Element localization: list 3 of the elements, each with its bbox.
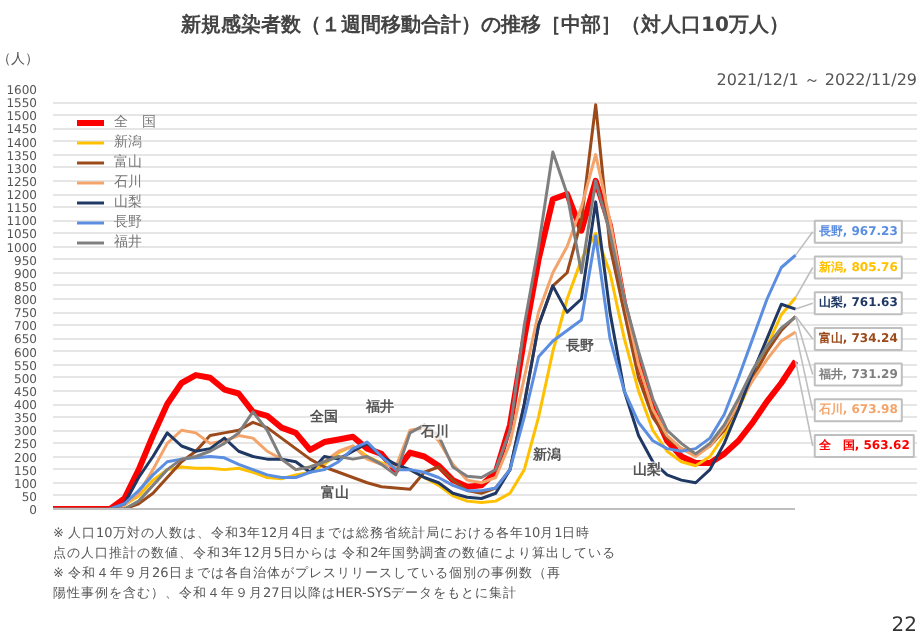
text: 22 <box>891 615 918 637</box>
chart-subtitle: 2021/12/1 ～ 2022/11/29 <box>716 71 918 89</box>
chart-title: 新規感染者数（１週間移動合計）の推移［中部］（対人口10万人） <box>179 13 789 37</box>
